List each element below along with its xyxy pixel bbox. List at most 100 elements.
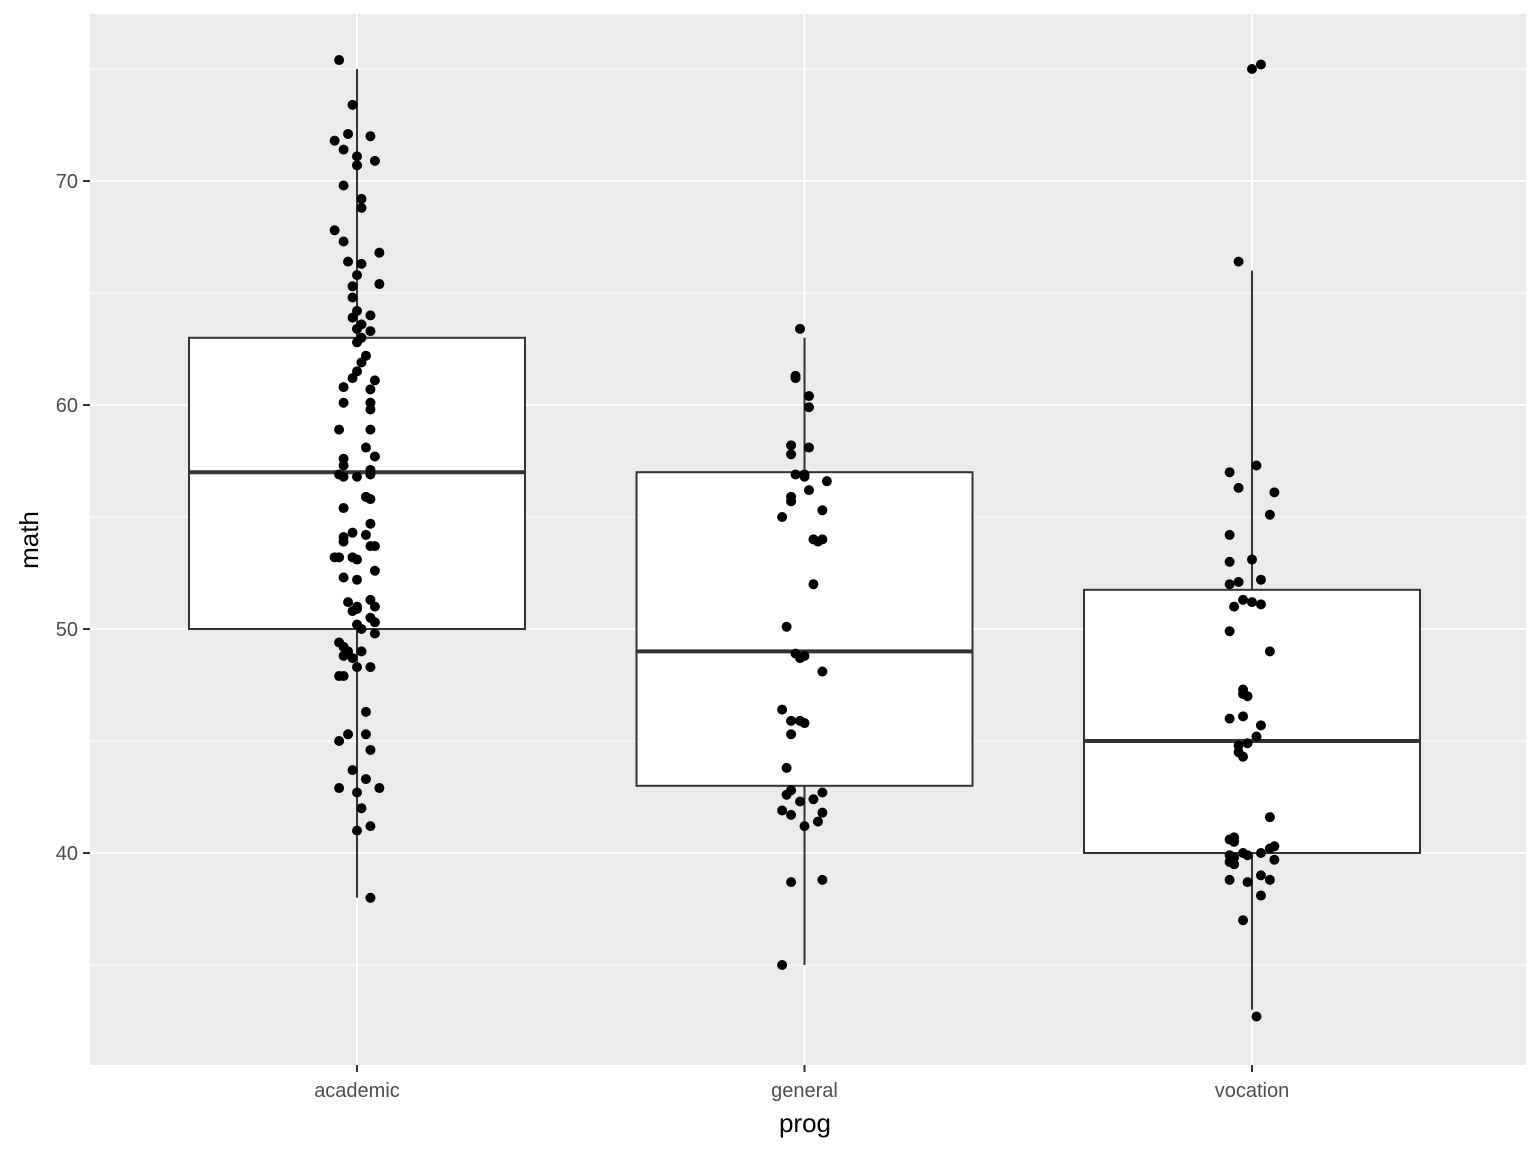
data-point (343, 128, 354, 139)
data-point (374, 247, 385, 258)
data-point (786, 449, 797, 460)
y-tick-label: 50 (56, 619, 78, 641)
jitter-points-layer (329, 55, 1280, 1022)
data-point (365, 404, 376, 415)
data-point (1229, 836, 1240, 847)
y-axis-title: math (14, 511, 44, 569)
data-point (343, 597, 354, 608)
data-point (365, 424, 376, 435)
data-point (1255, 574, 1266, 585)
data-point (365, 541, 376, 552)
data-point (334, 552, 345, 563)
data-point (338, 382, 349, 393)
box-vocation (1083, 270, 1421, 1010)
data-point (1224, 713, 1235, 724)
data-point (374, 783, 385, 794)
data-point (1255, 720, 1266, 731)
data-point (356, 624, 367, 634)
data-point (1264, 812, 1275, 823)
x-tick-label: general (771, 1080, 838, 1102)
data-point (777, 805, 788, 816)
data-point (334, 55, 345, 66)
data-point (1224, 874, 1235, 885)
data-point (786, 877, 797, 888)
data-point (1224, 579, 1235, 590)
data-point (365, 892, 376, 903)
data-point (365, 326, 376, 337)
data-point (360, 706, 371, 717)
data-point (777, 512, 788, 522)
data-point (365, 662, 376, 673)
data-point (338, 536, 349, 547)
y-axis: 40 50 60 70 (56, 171, 90, 865)
data-point (374, 279, 385, 290)
data-point (781, 762, 792, 773)
data-point (360, 442, 371, 453)
data-point (329, 135, 340, 146)
data-point (347, 99, 358, 110)
data-point (1238, 594, 1249, 605)
data-point (1224, 556, 1235, 567)
data-point (803, 485, 814, 496)
data-point (347, 527, 358, 538)
data-point (795, 796, 806, 807)
data-point (352, 574, 362, 585)
data-point (338, 503, 349, 514)
data-point (338, 397, 349, 408)
data-point (786, 496, 797, 507)
data-point (1264, 509, 1275, 520)
data-point (1251, 1011, 1262, 1022)
iqr-box (635, 471, 974, 787)
data-point (1238, 915, 1249, 926)
data-point (1264, 843, 1275, 854)
data-point (356, 202, 367, 213)
data-point (352, 270, 362, 281)
data-point (1247, 597, 1257, 608)
data-point (1229, 601, 1240, 612)
data-point (777, 960, 788, 970)
data-point (338, 460, 349, 471)
data-point (1229, 859, 1240, 870)
data-point (352, 151, 362, 162)
data-point (812, 536, 823, 547)
data-point (369, 451, 380, 462)
data-point (790, 373, 801, 384)
data-point (1233, 576, 1244, 587)
data-point (352, 603, 362, 614)
data-point (347, 281, 358, 292)
data-point (329, 225, 340, 236)
data-point (799, 471, 810, 482)
data-point (786, 729, 797, 740)
data-point (338, 471, 349, 482)
iqr-box (188, 336, 526, 630)
data-point (817, 787, 828, 798)
data-point (334, 783, 345, 794)
box-general (635, 337, 974, 965)
data-point (338, 671, 349, 682)
data-point (347, 373, 358, 384)
data-point (1251, 460, 1262, 471)
data-point (1238, 711, 1249, 722)
data-point (338, 236, 349, 247)
data-point (338, 572, 349, 583)
data-point (1255, 848, 1266, 858)
data-point (786, 785, 797, 796)
boxes-layer (188, 69, 1421, 1010)
data-point (365, 384, 376, 395)
data-point (808, 794, 819, 805)
data-point (1224, 626, 1235, 637)
data-point (352, 825, 362, 836)
data-point (352, 471, 362, 482)
data-point (1233, 256, 1244, 267)
data-point (356, 646, 367, 657)
data-point (369, 155, 380, 166)
data-point (347, 292, 358, 303)
data-point (1255, 599, 1266, 610)
data-point (343, 729, 354, 740)
data-point (1264, 646, 1275, 657)
data-point (1247, 64, 1257, 74)
data-point (1242, 877, 1253, 888)
data-point (352, 554, 362, 565)
x-tick-label: academic (314, 1080, 400, 1102)
data-point (334, 736, 345, 746)
